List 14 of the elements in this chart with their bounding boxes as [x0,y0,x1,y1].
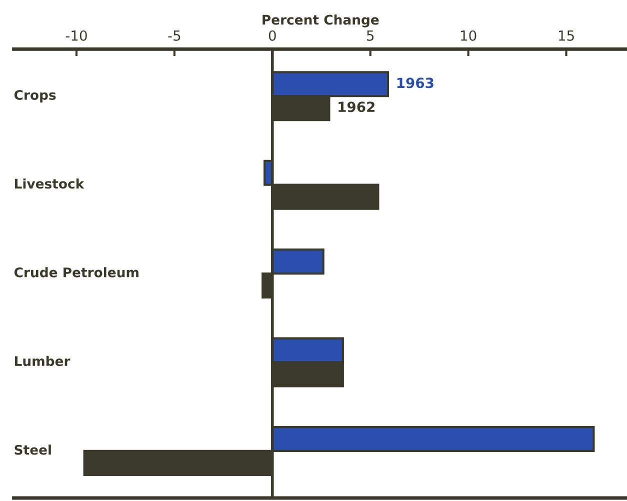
y-tick-label: Livestock [15,178,84,189]
series-label: 1963 [397,78,434,88]
x-tick-label: 15 [558,30,574,41]
y-tick-label: Steel [14,444,51,455]
y-tick-label: Lumber [15,356,70,366]
x-tick-label: 0 [268,30,276,41]
x-tick-label: -5 [168,30,180,41]
x-axis-title: Percent Change [262,14,379,28]
x-tick-label: 5 [367,30,374,41]
y-tick-label: Crops [14,90,56,102]
y-tick-label: Crude Petroleum [14,267,138,278]
x-tick-label: -10 [66,30,87,41]
series-label: 1962 [338,102,374,112]
x-tick-label: 10 [461,30,476,41]
